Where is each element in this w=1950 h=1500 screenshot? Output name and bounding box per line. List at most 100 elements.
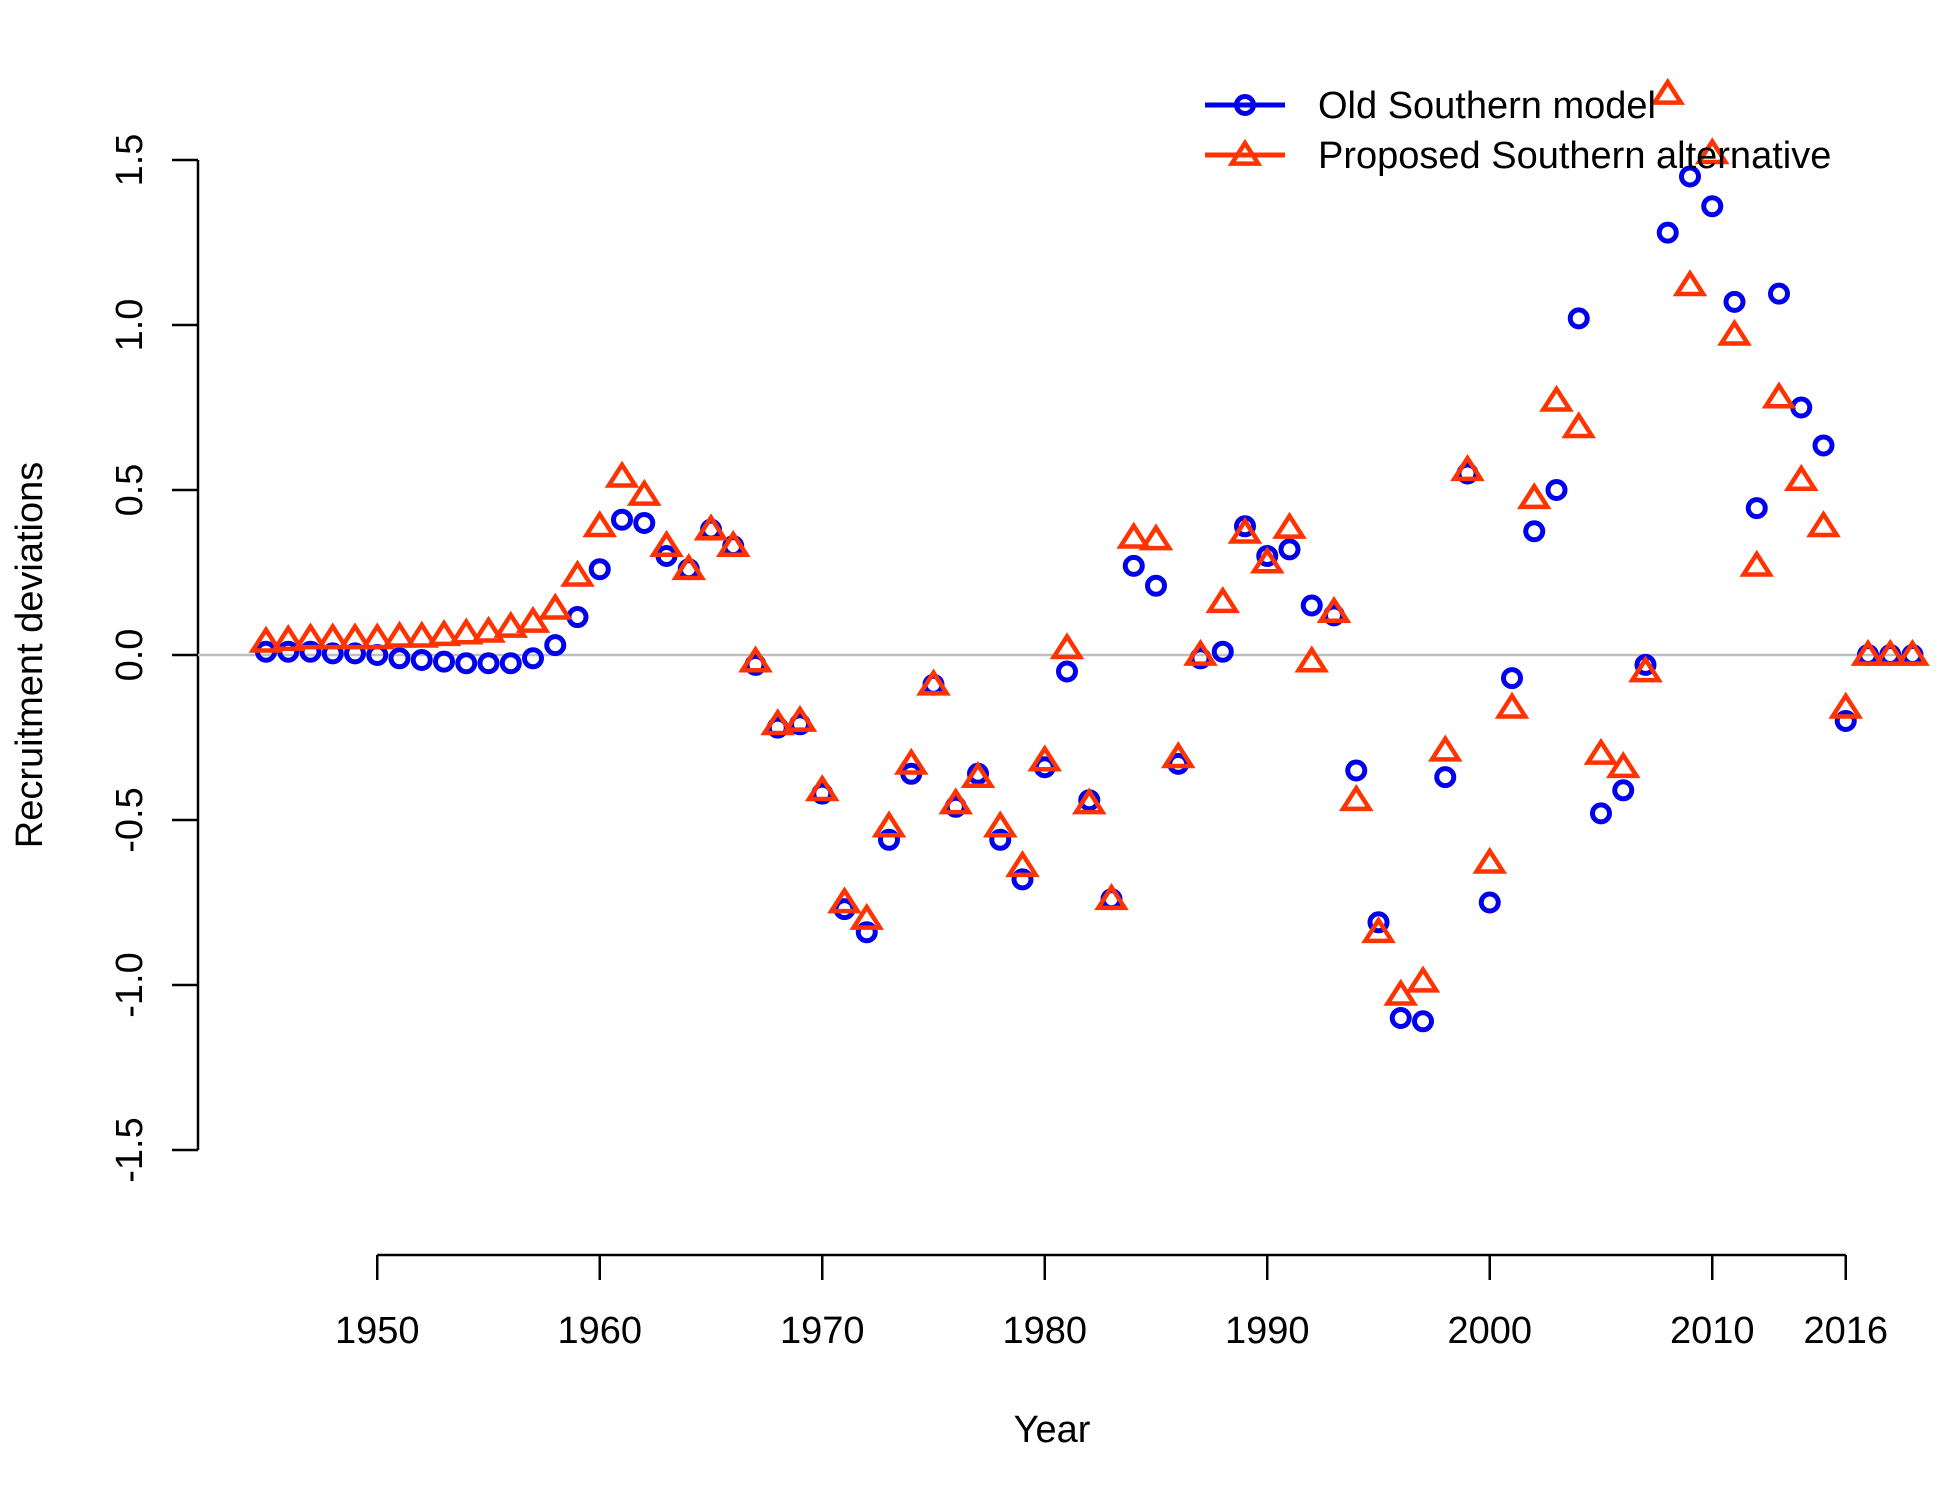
triangle-point (760, 708, 796, 736)
triangle-point (404, 620, 440, 648)
triangle-point (1049, 632, 1085, 660)
circle-point (1679, 165, 1701, 188)
triangle-point (1672, 269, 1708, 297)
triangle-point (1138, 523, 1174, 551)
circle-point (611, 508, 633, 531)
triangle-point (982, 810, 1018, 838)
triangle-point (782, 704, 818, 732)
triangle-point (1628, 655, 1663, 683)
circle-point (1389, 1007, 1412, 1029)
circle-point (878, 828, 900, 851)
triangle-point (315, 622, 351, 650)
circle-point (1056, 660, 1078, 683)
circle-point (1612, 779, 1635, 802)
circle-point (1523, 520, 1546, 543)
triangle-point (827, 886, 862, 914)
triangle-point (693, 513, 729, 541)
triangle-point (1383, 978, 1419, 1006)
circle-point (1812, 434, 1835, 457)
triangle-point (893, 747, 929, 775)
circle-point (299, 640, 322, 663)
triangle-point (1316, 595, 1352, 623)
series-proposed-southern-alternative (248, 77, 1930, 1006)
triangle-point (1472, 846, 1508, 874)
circle-point (477, 652, 500, 675)
triangle-point (1650, 77, 1686, 105)
data-points (248, 77, 1930, 1033)
triangle-point (1895, 638, 1930, 666)
triangle-point (270, 623, 306, 652)
triangle-point (1427, 734, 1463, 762)
triangle-point (1828, 691, 1864, 719)
circle-point (344, 642, 366, 665)
x-tick-label: 2000 (1447, 1310, 1532, 1352)
circle-point (321, 642, 344, 665)
triangle-point (1183, 638, 1218, 666)
triangle-point (1338, 784, 1374, 812)
circle-point (1701, 195, 1724, 218)
y-tick-label: -1.5 (109, 1117, 151, 1182)
triangle-point (337, 622, 373, 650)
legend-item: Proposed Southern alternative (1205, 135, 1831, 177)
circle-point (410, 648, 433, 671)
x-tick-label: 1960 (557, 1310, 642, 1352)
triangle-point (1561, 411, 1597, 439)
series-old-southern-model (255, 165, 1924, 1033)
triangle-point (1872, 638, 1908, 666)
x-axis-title: Year (1014, 1409, 1091, 1451)
circle-point (1434, 766, 1457, 789)
circle-point (1656, 221, 1679, 244)
circle-point (566, 606, 589, 629)
legend-circle-marker (1234, 94, 1256, 116)
triangle-point (649, 529, 684, 557)
triangle-point (1806, 510, 1841, 538)
circle-point (1723, 290, 1746, 313)
circle-point (1501, 667, 1523, 690)
legend-label: Old Southern model (1318, 85, 1656, 127)
circle-point (1367, 911, 1390, 934)
triangle-point (871, 810, 907, 838)
triangle-point (804, 774, 840, 802)
triangle-point (604, 460, 640, 488)
x-tick-label: 1990 (1225, 1310, 1310, 1352)
circle-point (1745, 497, 1768, 520)
triangle-point (1116, 521, 1152, 549)
triangle-point (916, 668, 951, 696)
x-axis: 1950 1960 1970 1980 1990 2000 2010 2016 (335, 1253, 1888, 1352)
triangle-point (1249, 546, 1285, 574)
circle-point (1478, 891, 1501, 914)
y-tick-label: 1.0 (109, 299, 151, 352)
circle-point (1834, 710, 1857, 732)
y-axis-title: Recruitment deviations (9, 462, 51, 849)
triangle-point (1717, 318, 1752, 346)
triangle-point (560, 559, 595, 587)
triangle-point (1227, 516, 1263, 544)
triangle-point (1071, 787, 1107, 815)
y-tick-label: -1.0 (109, 952, 151, 1017)
triangle-point (1361, 916, 1396, 944)
triangle-point (715, 529, 751, 557)
triangle-point (671, 553, 707, 581)
circle-point (1122, 554, 1145, 577)
circle-point (1590, 802, 1612, 825)
circle-point (1345, 759, 1368, 782)
triangle-point (738, 645, 773, 673)
triangle-point (426, 619, 462, 647)
circle-point (1300, 594, 1323, 617)
triangle-point (626, 478, 662, 506)
circle-point (1567, 307, 1590, 330)
circle-point (588, 558, 611, 581)
x-tick-label: 2016 (1803, 1310, 1888, 1352)
triangle-point (1027, 744, 1063, 772)
triangle-point (1516, 482, 1552, 510)
triangle-point (515, 605, 551, 633)
triangle-point (248, 625, 284, 653)
triangle-point (359, 622, 395, 650)
circle-point (522, 647, 544, 670)
circle-point (1545, 479, 1568, 501)
triangle-point (1539, 384, 1574, 412)
triangle-point (293, 622, 328, 650)
triangle-point (938, 787, 974, 815)
circle-point (1011, 868, 1034, 891)
